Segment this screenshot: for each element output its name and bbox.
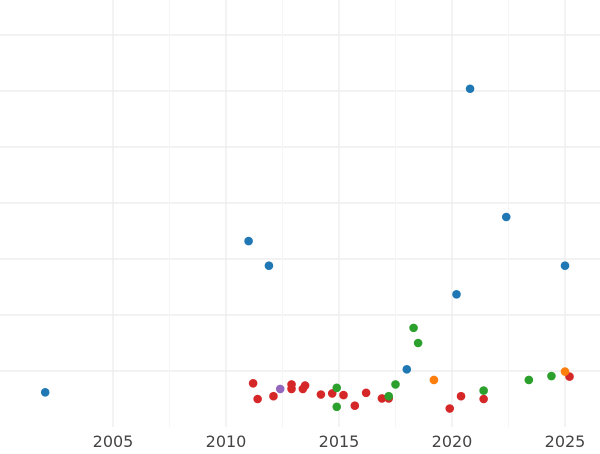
x-tick-label: 2020 [432,432,473,450]
data-point-green [547,371,556,381]
data-point-blue [40,387,50,397]
data-point-blue [465,84,475,94]
data-point-red [377,394,387,403]
data-point-blue [501,212,511,222]
data-point-blue [264,261,274,271]
data-point-red [479,394,488,404]
data-point-red [456,391,466,401]
data-point-green [524,375,534,385]
data-point-green [384,391,394,401]
data-point-green [391,380,400,389]
data-point-blue [560,261,570,271]
data-point-red [253,394,262,404]
x-tick-label: 2025 [545,432,586,450]
data-point-blue [402,365,412,374]
data-point-purple [275,384,285,394]
data-point-green [409,323,418,333]
data-point-red [269,391,278,401]
data-point-blue [452,289,461,299]
x-tick-label: 2015 [319,432,360,450]
data-point-orange [560,367,570,376]
points-layer [40,84,574,413]
data-point-red [350,401,360,411]
data-point-blue [244,236,253,246]
data-point-green [332,402,342,412]
data-point-red [361,388,371,398]
data-point-red [287,380,296,389]
data-point-green [332,383,342,393]
data-point-red [300,381,310,390]
data-point-green [479,386,488,395]
data-point-green [413,338,423,348]
grid-layer [0,0,600,427]
x-tick-labels: 2005 2010 2015 2020 2025 [93,432,586,451]
data-point-red [445,404,455,413]
x-tick-label: 2005 [93,432,134,450]
data-point-orange [429,375,439,385]
data-point-red [316,390,326,399]
data-point-red [339,390,348,400]
data-point-red [248,379,258,388]
x-tick-label: 2010 [206,432,247,450]
